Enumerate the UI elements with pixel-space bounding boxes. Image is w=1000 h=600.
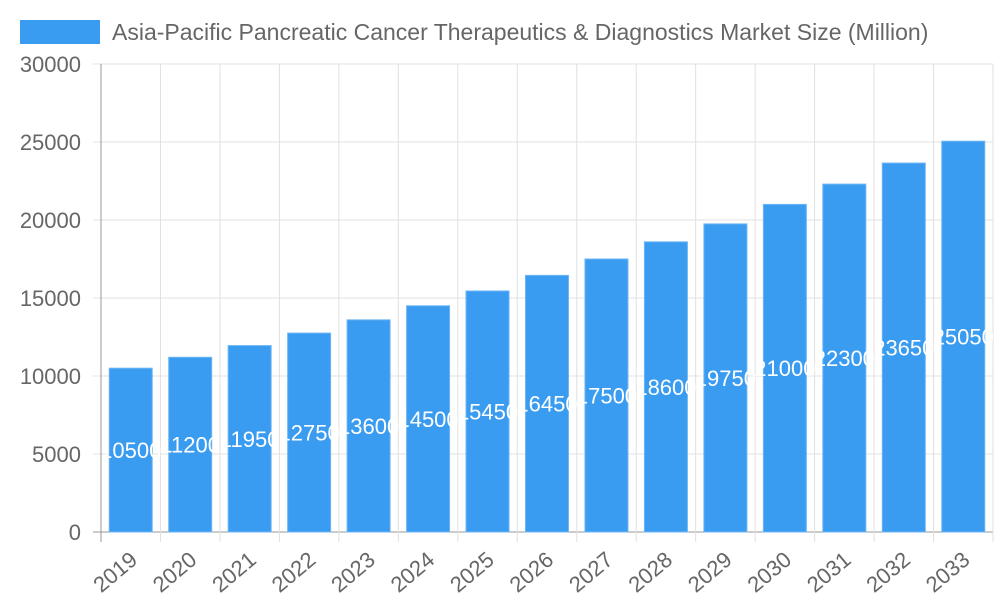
bar [881,162,926,533]
legend-label: Asia-Pacific Pancreatic Cancer Therapeut… [112,19,928,45]
x-tick-label: 2025 [445,547,499,598]
bar [168,356,213,533]
data-label: 22300 [814,346,875,371]
bars [108,140,986,533]
data-label: 14500 [397,407,458,432]
x-tick-label: 2028 [624,547,678,598]
data-label: 15450 [457,399,518,424]
x-tick-label: 2026 [505,547,559,598]
bar [703,223,748,533]
bar [227,345,272,533]
bar [465,290,510,533]
x-tick-label: 2027 [564,547,618,598]
data-label: 11200 [160,433,220,458]
x-tick-label: 2033 [921,547,975,598]
data-label: 25050 [933,325,994,350]
bar [822,183,867,533]
y-axis: 0 5000 10000 15000 20000 25000 30000 [20,52,81,545]
y-tick-label: 25000 [20,130,81,155]
x-axis: 2019 2020 2021 2022 2023 2024 2025 2026 2027 2028… [88,547,974,598]
data-label: 13600 [338,414,399,439]
bar [584,258,629,533]
y-tick-label: 0 [69,520,81,545]
bar [406,305,451,533]
bar [643,241,688,533]
x-tick-label: 2022 [267,547,321,598]
bar [762,203,807,533]
x-tick-label: 2024 [386,547,440,598]
grid [93,63,994,542]
x-tick-label: 2023 [326,547,380,598]
x-tick-label: 2019 [88,547,142,598]
data-label: 11950 [220,427,280,452]
data-label: 17500 [576,384,637,409]
y-tick-label: 10000 [20,364,81,389]
y-tick-label: 20000 [20,208,81,233]
bar [287,332,332,533]
x-tick-label: 2020 [148,547,202,598]
x-tick-label: 2032 [861,547,915,598]
x-tick-label: 2029 [683,547,737,598]
x-tick-label: 2030 [743,547,797,598]
legend-swatch [20,20,100,44]
bar [108,367,153,533]
x-tick-label: 2021 [207,547,261,598]
bar [941,140,986,533]
bar [525,274,569,533]
data-labels: 10500 11200 11950 1275013600145001545016450… [100,325,994,463]
y-tick-label: 5000 [32,442,81,467]
data-label: 18600 [635,375,696,400]
data-label: 19750 [695,366,756,391]
x-tick-label: 2031 [802,547,856,598]
legend[interactable]: Asia-Pacific Pancreatic Cancer Therapeut… [20,19,928,45]
bar [346,319,391,533]
data-label: 12750 [279,421,340,446]
data-label: 10500 [100,438,161,463]
y-tick-label: 30000 [20,52,81,77]
data-label: 23650 [873,336,934,361]
data-label: 16450 [516,392,577,417]
data-label: 21000 [754,356,815,381]
y-tick-label: 15000 [20,286,81,311]
